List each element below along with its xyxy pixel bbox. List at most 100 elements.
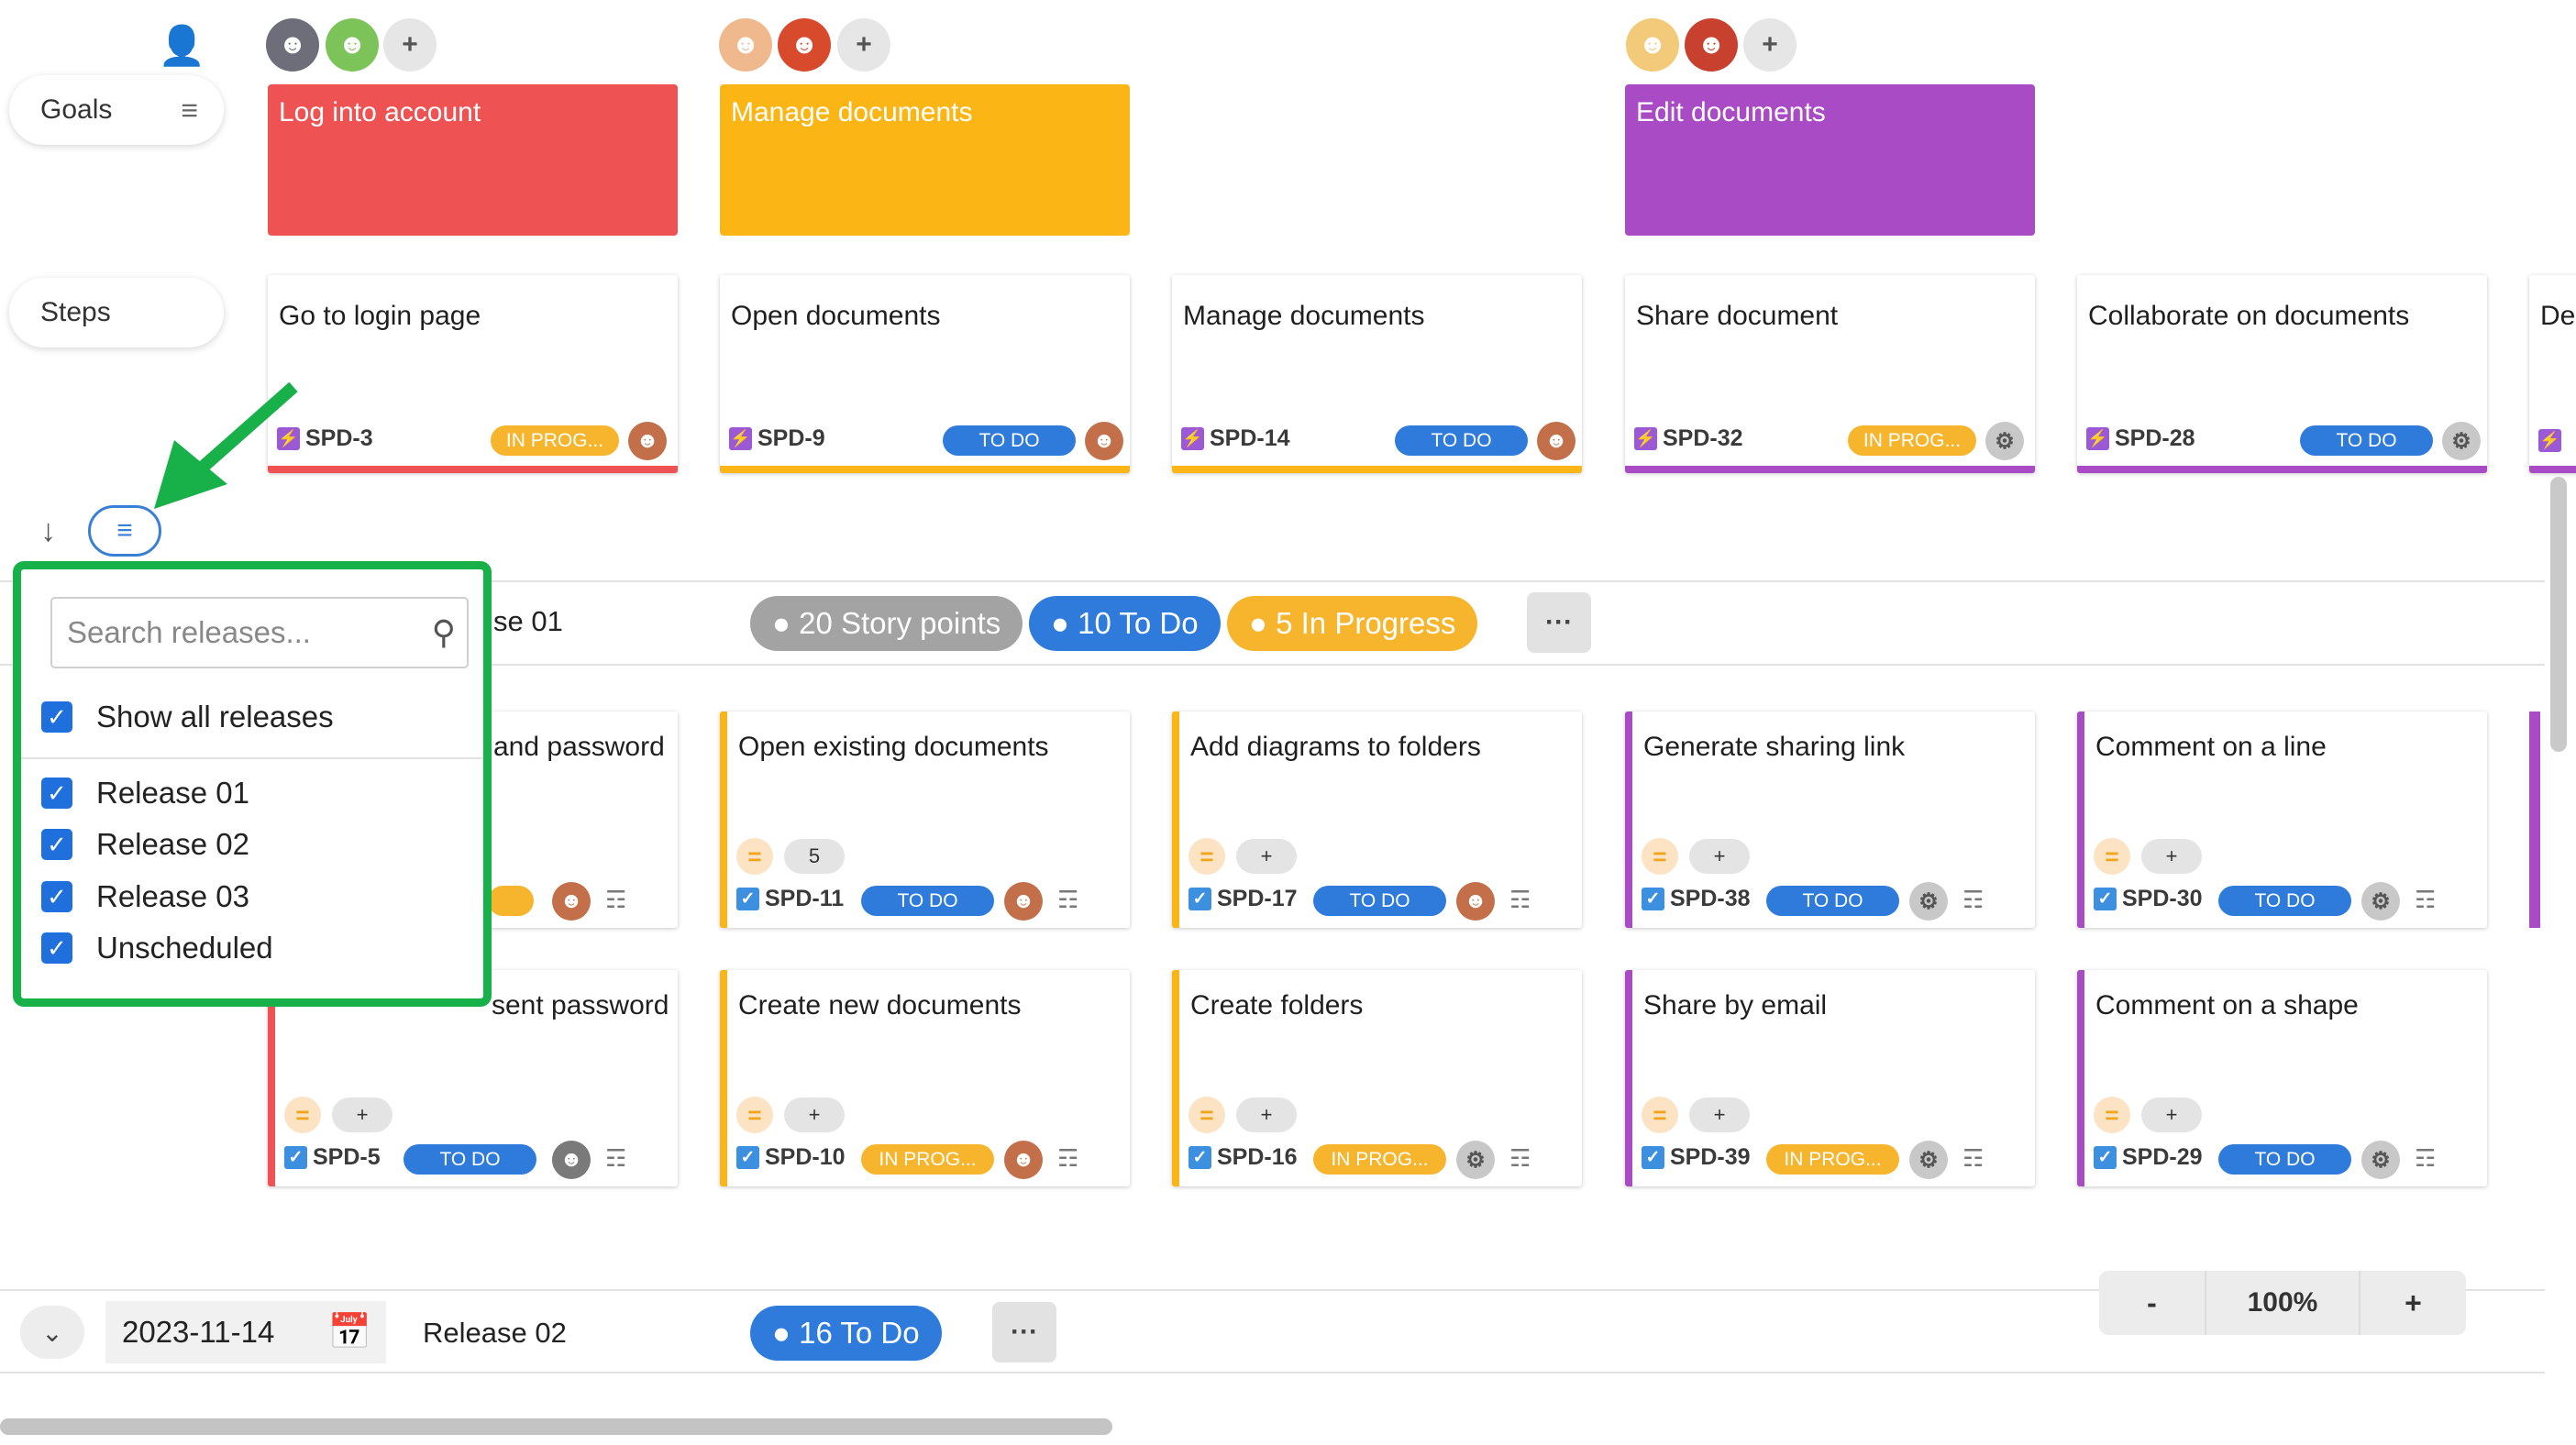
release-filter-button[interactable]: ≡	[88, 505, 161, 557]
avatar[interactable]: ☻	[552, 882, 591, 921]
filter-icon[interactable]: ≡	[181, 93, 198, 127]
hierarchy-icon[interactable]: ☶	[2415, 886, 2437, 913]
unassigned-avatar-icon[interactable]: ⚙	[1909, 882, 1948, 921]
issue-key[interactable]: ✓ SPD-10	[736, 1144, 846, 1171]
avatar[interactable]: ☻	[628, 422, 667, 460]
estimate-badge[interactable]: +	[784, 1098, 845, 1132]
story-card[interactable]: Comment on a line = + ✓ SPD-30 TO DO ⚙ ☶	[2077, 711, 2487, 928]
avatar[interactable]: ☻	[1085, 422, 1123, 460]
status-badge[interactable]: TO DO	[943, 425, 1076, 456]
zoom-in-button[interactable]: +	[2405, 1285, 2422, 1319]
status-badge[interactable]: TO DO	[2218, 1144, 2351, 1175]
add-user-icon[interactable]: +	[1743, 18, 1797, 72]
status-badge[interactable]: TO DO	[1313, 886, 1446, 916]
unassigned-avatar-icon[interactable]: ⚙	[1985, 422, 2024, 460]
horizontal-scrollbar[interactable]	[0, 1418, 1112, 1435]
avatar[interactable]: ☻	[1626, 18, 1679, 72]
priority-medium-icon[interactable]: =	[1188, 1097, 1225, 1133]
add-user-icon[interactable]: +	[837, 18, 890, 72]
release-name[interactable]: se 01	[493, 605, 563, 637]
priority-medium-icon[interactable]: =	[2094, 838, 2130, 875]
checkbox-checked-icon[interactable]: ✓	[41, 829, 72, 860]
priority-medium-icon[interactable]: =	[736, 838, 773, 875]
calendar-icon[interactable]: 📅	[327, 1313, 371, 1351]
avatar[interactable]: ☻	[1685, 18, 1738, 72]
release-checkbox[interactable]: ✓ Release 01	[41, 776, 249, 811]
status-badge[interactable]: TO DO	[1395, 425, 1528, 456]
checkbox-checked-icon[interactable]: ✓	[41, 701, 72, 733]
estimate-badge[interactable]: +	[1236, 839, 1297, 874]
step-card[interactable]: Collaborate on documents ⚡ SPD-28 TO DO ⚙	[2077, 275, 2487, 473]
unassigned-avatar-icon[interactable]: ⚙	[2361, 1141, 2400, 1179]
release-more-button[interactable]: ···	[1527, 592, 1591, 653]
collapse-all-icon[interactable]: ↓	[40, 513, 56, 548]
avatar[interactable]: ☻	[266, 18, 319, 72]
goal-card[interactable]: Log into account	[268, 84, 678, 236]
search-icon[interactable]: ⚲	[431, 613, 456, 651]
estimate-badge[interactable]: +	[332, 1098, 392, 1132]
status-badge[interactable]: IN PROG...	[1848, 425, 1976, 456]
status-badge[interactable]: TO DO	[861, 886, 994, 916]
priority-medium-icon[interactable]: =	[1642, 1097, 1678, 1133]
avatar[interactable]: ☻	[1004, 1141, 1043, 1179]
issue-key[interactable]: ⚡ SPD-14	[1181, 425, 1290, 452]
status-badge[interactable]: TO DO	[2300, 425, 2433, 456]
checkbox-checked-icon[interactable]: ✓	[41, 932, 72, 964]
estimate-badge[interactable]: +	[1236, 1098, 1297, 1132]
checkbox-checked-icon[interactable]: ✓	[41, 881, 72, 912]
hierarchy-icon[interactable]: ☶	[1962, 886, 1985, 913]
story-card[interactable]: Generate sharing link = + ✓ SPD-38 TO DO …	[1625, 711, 2035, 928]
estimate-badge[interactable]: +	[2141, 1098, 2202, 1132]
release-more-button[interactable]: ···	[992, 1302, 1056, 1362]
release-checkbox[interactable]: ✓ Unscheduled	[41, 931, 273, 965]
estimate-badge[interactable]: +	[1689, 839, 1750, 874]
status-badge[interactable]: IN PROG...	[861, 1144, 994, 1175]
hierarchy-icon[interactable]: ☶	[1509, 1144, 1531, 1172]
issue-key[interactable]: ✓ SPD-11	[736, 886, 844, 912]
status-badge[interactable]: IN PROG...	[1766, 1144, 1899, 1175]
story-card[interactable]: Create new documents = + ✓ SPD-10 IN PROG…	[720, 970, 1130, 1186]
step-card[interactable]: Open documents ⚡ SPD-9 TO DO ☻	[720, 275, 1130, 473]
status-badge[interactable]: IN PROG...	[491, 425, 619, 456]
unassigned-avatar-icon[interactable]: ⚙	[2442, 422, 2481, 460]
estimate-badge[interactable]: +	[1689, 1098, 1750, 1132]
estimate-badge[interactable]: 5	[784, 839, 845, 874]
estimate-badge[interactable]: +	[2141, 839, 2202, 874]
hierarchy-icon[interactable]: ☶	[605, 1144, 627, 1172]
avatar[interactable]: ☻	[1004, 882, 1043, 921]
status-badge[interactable]: TO DO	[2218, 886, 2351, 916]
add-user-icon[interactable]: 👤	[158, 24, 206, 67]
hierarchy-icon[interactable]: ☶	[1057, 886, 1079, 913]
issue-key[interactable]: ✓ SPD-16	[1188, 1144, 1298, 1171]
priority-medium-icon[interactable]: =	[736, 1097, 773, 1133]
priority-medium-icon[interactable]: =	[2094, 1097, 2130, 1133]
issue-key[interactable]: ✓ SPD-5	[284, 1144, 381, 1171]
vertical-scrollbar[interactable]	[2550, 477, 2567, 752]
issue-key[interactable]: ⚡ SPD-3	[277, 425, 373, 452]
story-card[interactable]: Comment on a shape = + ✓ SPD-29 TO DO ⚙ ☶	[2077, 970, 2487, 1186]
add-user-icon[interactable]: +	[383, 18, 437, 72]
search-releases-input[interactable]: Search releases... ⚲	[50, 597, 469, 668]
avatar[interactable]: ☻	[1537, 422, 1575, 460]
issue-key[interactable]: ⚡ SPD-32	[1634, 425, 1743, 452]
issue-key[interactable]: ✓ SPD-30	[2094, 886, 2203, 912]
avatar[interactable]: ☻	[552, 1141, 591, 1179]
release-date-field[interactable]: 2023-11-14 📅	[105, 1301, 386, 1363]
unassigned-avatar-icon[interactable]: ⚙	[2361, 882, 2400, 921]
hierarchy-icon[interactable]: ☶	[1057, 1144, 1079, 1172]
release-checkbox[interactable]: ✓ Release 02	[41, 827, 249, 862]
issue-key[interactable]: ✓ SPD-39	[1642, 1144, 1751, 1171]
unassigned-avatar-icon[interactable]: ⚙	[1909, 1141, 1948, 1179]
release-checkbox[interactable]: ✓ Release 03	[41, 879, 249, 914]
goal-card[interactable]: Manage documents	[720, 84, 1130, 236]
show-all-releases-checkbox[interactable]: ✓ Show all releases	[41, 700, 334, 734]
release-name[interactable]: Release 02	[423, 1317, 567, 1349]
story-card[interactable]: Open existing documents = 5 ✓ SPD-11 TO D…	[720, 711, 1130, 928]
unassigned-avatar-icon[interactable]: ⚙	[1456, 1141, 1495, 1179]
issue-key[interactable]: ✓ SPD-17	[1188, 886, 1298, 912]
issue-key[interactable]: ⚡ SPD-28	[2086, 425, 2195, 452]
story-card[interactable]: Create folders = + ✓ SPD-16 IN PROG... ⚙ …	[1172, 970, 1582, 1186]
goal-card[interactable]: Edit documents	[1625, 84, 2035, 236]
status-badge[interactable]: TO DO	[404, 1144, 536, 1175]
steps-row-label[interactable]: Steps	[9, 278, 224, 347]
